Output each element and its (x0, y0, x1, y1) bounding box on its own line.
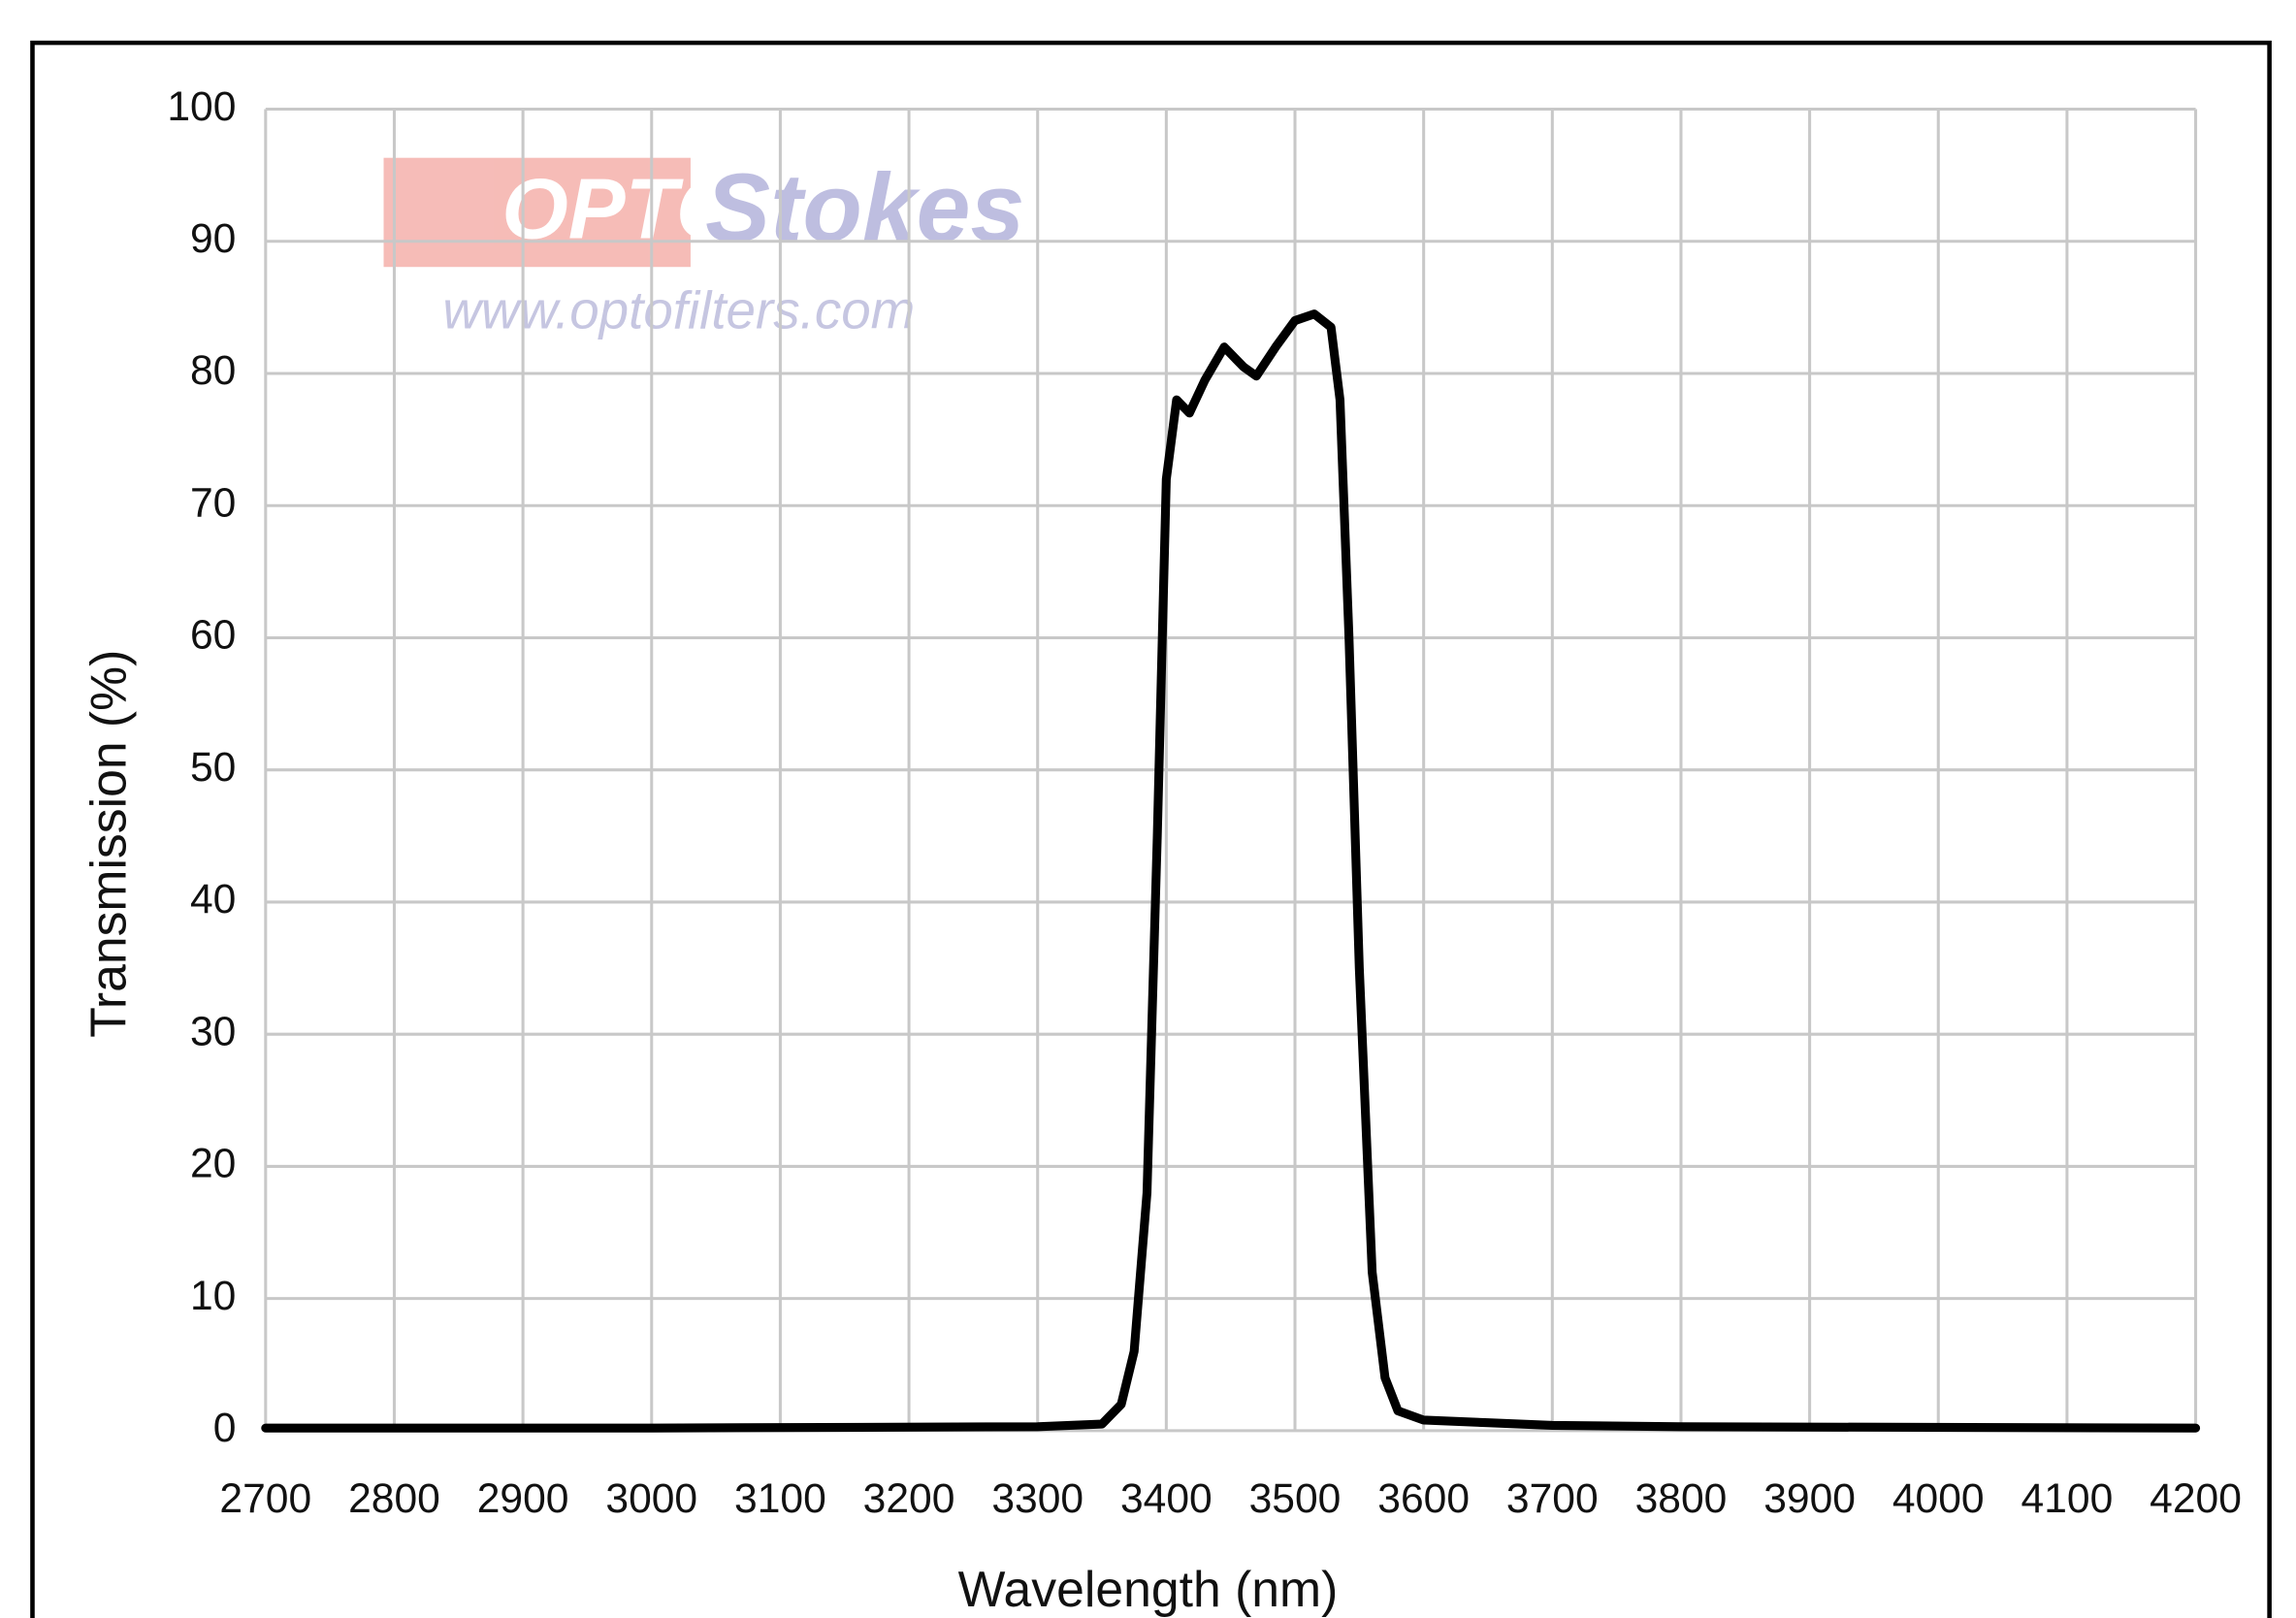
y-tick-label: 60 (190, 612, 236, 659)
y-tick-label: 20 (190, 1141, 236, 1187)
x-tick-label: 2900 (477, 1475, 569, 1522)
x-tick-label: 3500 (1249, 1475, 1342, 1522)
y-tick-label: 50 (190, 744, 236, 791)
x-tick-label: 4100 (2021, 1475, 2114, 1522)
x-axis-label: Wavelength (nm) (958, 1561, 1339, 1617)
logo-box (383, 157, 691, 268)
x-tick-label: 3200 (863, 1475, 955, 1522)
x-tick-label: 2800 (348, 1475, 440, 1522)
y-tick-label: 10 (190, 1273, 236, 1319)
data-line (261, 309, 2201, 1433)
x-tick-label: 3100 (734, 1475, 826, 1522)
x-tick-label: 3700 (1506, 1475, 1599, 1522)
x-tick-label: 3000 (605, 1475, 697, 1522)
y-tick-label: 30 (190, 1008, 236, 1054)
y-tick-label: 80 (190, 347, 236, 394)
y-axis-label: Transmission (%) (80, 650, 136, 1038)
frame (30, 40, 2272, 1618)
y-tick-label: 40 (190, 876, 236, 922)
logo-text: Stokes (705, 154, 1024, 263)
x-tick-label: 4000 (1892, 1475, 1985, 1522)
x-tick-label: 3800 (1635, 1475, 1728, 1522)
x-tick-label: 2700 (219, 1475, 311, 1522)
y-tick-label: 0 (213, 1405, 237, 1451)
x-tick-label: 3600 (1377, 1475, 1470, 1522)
x-tick-label: 3300 (991, 1475, 1083, 1522)
y-tick-label: 90 (190, 215, 236, 262)
x-tick-label: 3400 (1120, 1475, 1213, 1522)
y-tick-label: 100 (167, 83, 236, 130)
y-tick-label: 70 (190, 479, 236, 526)
logo-url: www.optofilters.com (442, 279, 915, 340)
x-tick-label: 3900 (1763, 1475, 1856, 1522)
x-tick-label: 4200 (2150, 1475, 2242, 1522)
watermark: OPTO Stokes www.optofilters.com (383, 154, 1024, 340)
